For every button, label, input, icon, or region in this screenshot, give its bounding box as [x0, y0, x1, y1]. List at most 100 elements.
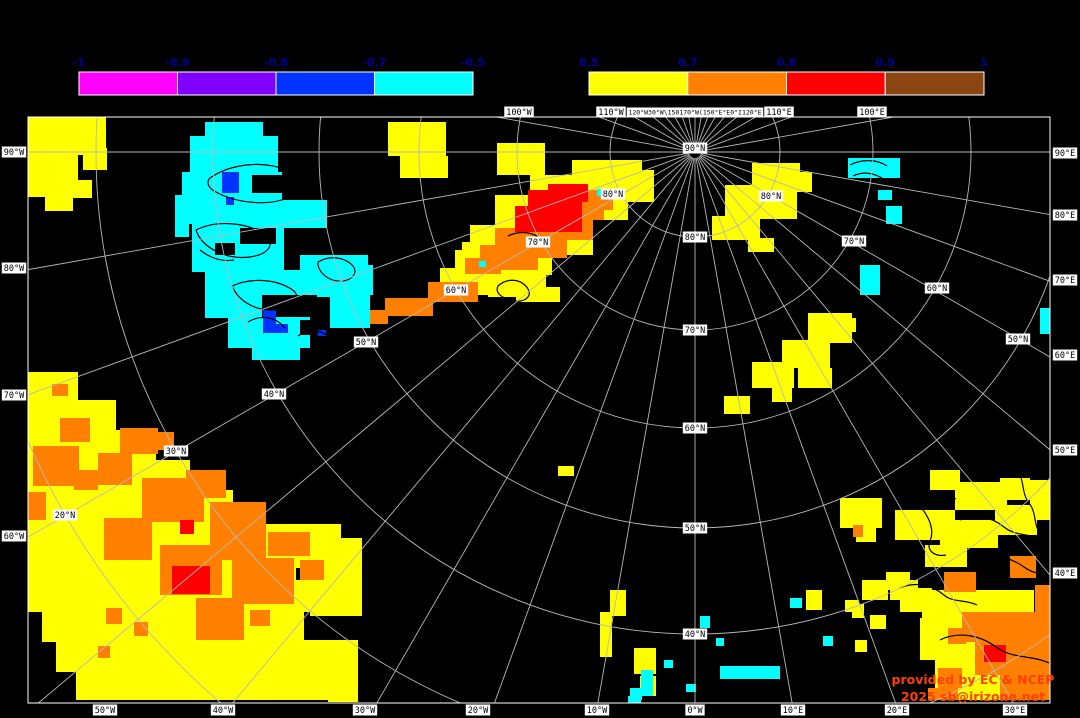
grid-label-box	[261, 388, 287, 400]
data-cell-cyan	[641, 670, 653, 696]
grid-label-text: 50°W	[95, 706, 116, 716]
data-cell-cyan	[330, 290, 370, 328]
data-cell-cyan	[860, 265, 880, 295]
negative-colorbar-segment	[275, 71, 375, 96]
data-cell-yellow	[634, 648, 656, 674]
coastline-path	[959, 515, 1047, 542]
data-cell-cyan	[823, 636, 833, 646]
grid-label-box	[1, 262, 27, 274]
grid-label-box	[1052, 444, 1078, 456]
grid-label-text: 50°E	[1055, 446, 1075, 456]
grid-label-box	[1052, 567, 1078, 579]
meridian-line	[597, 157, 695, 703]
coastline-path	[867, 473, 957, 500]
grid-label-box	[1, 530, 27, 542]
negative-colorbar-tick-label: -0.8	[264, 56, 288, 69]
data-cell-yellow	[786, 172, 812, 192]
data-cell-yellow	[838, 318, 856, 332]
data-cell-cyan	[716, 638, 724, 646]
grid-label-text: 70°W	[4, 391, 25, 401]
grid-label-box	[1052, 209, 1078, 221]
grid-label-text: 60°N	[446, 286, 466, 296]
negative-colorbar-segment	[78, 71, 178, 96]
grid-label-text: 70°N	[844, 237, 864, 247]
data-cell-orange	[28, 492, 46, 520]
data-cell-cyan	[878, 190, 892, 200]
grid-label-text: 80°N	[761, 192, 781, 202]
data-cell-orange	[60, 418, 90, 442]
data-cell-yellow	[870, 615, 886, 629]
data-cell-yellow	[840, 498, 882, 528]
positive-colorbar-tick-label: 1	[980, 56, 988, 69]
data-cell-cyan	[1040, 308, 1050, 334]
data-cell-orange	[853, 525, 863, 537]
data-cell-yellow	[772, 388, 792, 402]
data-cell-orange	[268, 532, 310, 556]
grid-label-text: 30°W	[355, 706, 376, 716]
data-cell-yellow	[516, 287, 560, 302]
grid-label-box	[682, 628, 708, 640]
grid-label-box	[1, 389, 27, 401]
grid-label-box	[1, 146, 27, 158]
grid-label-text: 50°N	[1008, 335, 1028, 345]
data-cell-holes	[215, 243, 235, 255]
meridian-line	[699, 155, 1050, 451]
grid-label-box	[682, 142, 708, 154]
data-cell-orange	[948, 628, 966, 644]
grid-label-text: 90°N	[685, 144, 705, 154]
coastline-path	[231, 279, 298, 311]
grid-label-text: 60°W	[4, 532, 25, 542]
data-cell-yellow	[925, 545, 967, 567]
grid-label-box	[682, 231, 708, 243]
positive-colorbar-tick-label: 0.5	[579, 56, 599, 69]
grid-label-box	[1052, 147, 1078, 159]
meridian-line	[28, 154, 691, 538]
data-cell-orange	[186, 470, 226, 498]
grid-label-box	[525, 236, 551, 248]
meridian-line	[376, 156, 693, 703]
data-cell-orange	[196, 598, 244, 640]
data-cell-holes	[252, 175, 304, 193]
grid-label-text: 110°E	[766, 108, 792, 118]
grid-label-layer: 100°W 110°W 120°W30°W\150170°W(150°E°E0°I1…	[1, 106, 1078, 716]
data-cell-red	[172, 566, 210, 594]
data-cell-yellow	[610, 590, 626, 616]
coastline-path	[939, 634, 1050, 664]
grid-label-box	[504, 106, 534, 118]
grid-label-text: 100°E	[859, 108, 885, 118]
grid-label-box	[884, 704, 910, 716]
meridian-line	[700, 153, 1050, 282]
data-cell-orange	[938, 668, 962, 688]
grid-label-text: 40°E	[1055, 569, 1075, 579]
grid-label-box	[596, 106, 626, 118]
positive-colorbar-tick-label: 0.8	[777, 56, 797, 69]
grid-label-text: 30°N	[166, 447, 186, 457]
grid-label-text: 40°N	[264, 390, 284, 400]
data-cell-blue	[263, 310, 276, 333]
grid-label-text: 100°W	[506, 108, 532, 118]
positive-colorbar-segment	[588, 71, 689, 96]
negative-colorbar-segment	[374, 71, 474, 96]
data-cell-holes	[240, 228, 276, 244]
data-cell-yellow	[83, 148, 107, 170]
grid-label-box	[92, 704, 118, 716]
grid-label-text: 40°N	[685, 630, 705, 640]
data-cell-cyan	[686, 684, 696, 692]
coastline-layer	[195, 160, 1050, 664]
data-cell-yellow	[798, 368, 832, 388]
data-cell-yellow	[930, 470, 960, 490]
meridian-line	[698, 156, 1050, 576]
coastline-path	[899, 583, 978, 606]
meridian-line	[232, 156, 692, 703]
grid-label-text: 60°N	[927, 284, 947, 294]
data-cell-yellow	[806, 590, 822, 610]
data-layer-cyan	[175, 122, 1050, 703]
data-cell-red	[984, 645, 1006, 662]
data-cell-cyan	[190, 136, 278, 174]
grid-label-box	[682, 324, 708, 336]
grid-label-text: 80°E	[1055, 211, 1075, 221]
grid-label-box	[764, 106, 794, 118]
grid-label-text: 60°N	[685, 424, 705, 434]
meridian-line	[28, 152, 690, 271]
meridian-line	[695, 157, 793, 703]
